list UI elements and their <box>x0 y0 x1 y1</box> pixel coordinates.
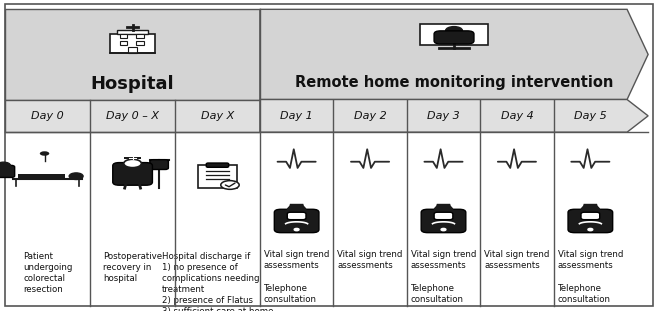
Text: Day 1: Day 1 <box>280 111 313 121</box>
Text: Day 5: Day 5 <box>574 111 607 121</box>
FancyBboxPatch shape <box>420 24 488 45</box>
Text: Day 2: Day 2 <box>354 111 386 121</box>
Circle shape <box>69 173 83 179</box>
FancyBboxPatch shape <box>5 4 653 306</box>
Text: Vital sign trend
assessments

Telephone
consultation: Vital sign trend assessments Telephone c… <box>558 250 623 304</box>
Circle shape <box>588 228 593 231</box>
Circle shape <box>288 205 306 214</box>
Text: Hospital: Hospital <box>91 75 174 93</box>
FancyBboxPatch shape <box>568 209 613 233</box>
Polygon shape <box>435 204 452 210</box>
Circle shape <box>434 205 453 214</box>
FancyBboxPatch shape <box>288 212 306 220</box>
Text: Remote home monitoring intervention: Remote home monitoring intervention <box>295 75 613 90</box>
Bar <box>117 30 148 34</box>
Text: Vital sign trend
assessments: Vital sign trend assessments <box>484 250 549 271</box>
Text: Day 3: Day 3 <box>427 111 460 121</box>
Circle shape <box>221 181 240 189</box>
Text: Day 4: Day 4 <box>501 111 533 121</box>
Bar <box>18 174 65 179</box>
Bar <box>128 47 137 53</box>
FancyBboxPatch shape <box>434 31 474 44</box>
Circle shape <box>581 205 599 214</box>
Text: Hospital discharge if
1) no presence of
complications needing
treatment
2) prese: Hospital discharge if 1) no presence of … <box>162 252 273 311</box>
Bar <box>120 41 128 44</box>
Circle shape <box>40 151 49 156</box>
Text: Postoperative
recovery in
hospital: Postoperative recovery in hospital <box>103 252 162 283</box>
Bar <box>5 100 260 132</box>
Text: Day 0: Day 0 <box>32 111 64 121</box>
Text: Day 0 – X: Day 0 – X <box>106 111 159 121</box>
Circle shape <box>441 228 446 231</box>
FancyBboxPatch shape <box>0 165 14 178</box>
FancyBboxPatch shape <box>113 163 153 185</box>
Polygon shape <box>260 100 648 132</box>
Circle shape <box>124 159 141 168</box>
Bar <box>110 34 155 53</box>
FancyBboxPatch shape <box>421 209 466 233</box>
Bar <box>5 9 260 100</box>
Text: Vital sign trend
assessments

Telephone
consultation: Vital sign trend assessments Telephone c… <box>411 250 476 304</box>
Circle shape <box>294 228 299 231</box>
Circle shape <box>0 162 11 169</box>
Circle shape <box>445 26 463 35</box>
FancyBboxPatch shape <box>274 209 319 233</box>
FancyBboxPatch shape <box>434 212 453 220</box>
Text: Day X: Day X <box>201 111 234 121</box>
FancyBboxPatch shape <box>197 165 237 188</box>
Polygon shape <box>582 204 599 210</box>
Bar <box>124 157 141 160</box>
FancyBboxPatch shape <box>581 212 599 220</box>
Polygon shape <box>260 9 648 100</box>
Polygon shape <box>288 204 305 210</box>
Text: Patient
undergoing
colorectal
resection: Patient undergoing colorectal resection <box>23 252 72 294</box>
FancyBboxPatch shape <box>150 160 168 169</box>
Bar <box>136 34 143 38</box>
Bar <box>136 41 143 44</box>
FancyBboxPatch shape <box>207 163 229 167</box>
Text: Vital sign trend
assessments: Vital sign trend assessments <box>338 250 403 271</box>
Text: Vital sign trend
assessments

Telephone
consultation: Vital sign trend assessments Telephone c… <box>264 250 329 304</box>
Bar <box>120 34 128 38</box>
